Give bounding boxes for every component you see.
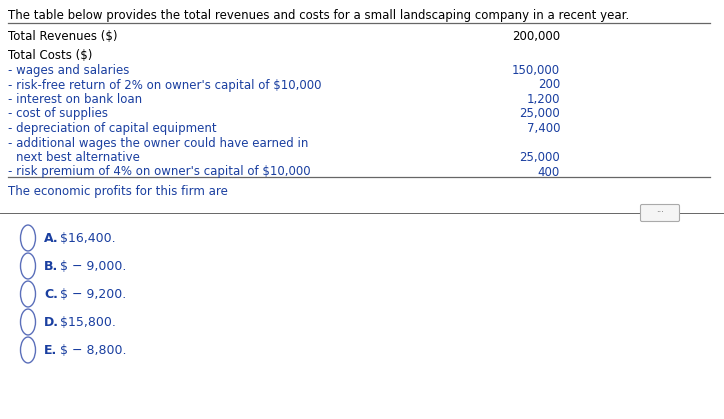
Text: - risk-free return of 2% on owner's capital of $10,000: - risk-free return of 2% on owner's capi…	[8, 78, 321, 91]
Ellipse shape	[20, 309, 35, 335]
Text: 25,000: 25,000	[519, 108, 560, 121]
Text: - depreciation of capital equipment: - depreciation of capital equipment	[8, 122, 216, 135]
Text: - risk premium of 4% on owner's capital of $10,000: - risk premium of 4% on owner's capital …	[8, 166, 311, 178]
Text: 7,400: 7,400	[526, 122, 560, 135]
Text: $16,400.: $16,400.	[60, 232, 116, 245]
Text: D.: D.	[44, 316, 59, 328]
Text: 200,000: 200,000	[512, 30, 560, 43]
Text: $15,800.: $15,800.	[60, 316, 116, 328]
Text: 25,000: 25,000	[519, 151, 560, 164]
Text: 1,200: 1,200	[526, 93, 560, 106]
Text: 200: 200	[538, 78, 560, 91]
Text: B.: B.	[44, 259, 58, 272]
Ellipse shape	[20, 337, 35, 363]
Text: $ − 9,000.: $ − 9,000.	[60, 259, 127, 272]
Text: - cost of supplies: - cost of supplies	[8, 108, 108, 121]
Text: The table below provides the total revenues and costs for a small landscaping co: The table below provides the total reven…	[8, 9, 629, 22]
Text: ···: ···	[656, 209, 664, 217]
Text: - additional wages the owner could have earned in: - additional wages the owner could have …	[8, 137, 308, 150]
Text: next best alternative: next best alternative	[16, 151, 140, 164]
Ellipse shape	[20, 225, 35, 251]
Ellipse shape	[20, 281, 35, 307]
Text: A.: A.	[44, 232, 59, 245]
Text: $ − 8,800.: $ − 8,800.	[60, 344, 127, 357]
Text: E.: E.	[44, 344, 57, 357]
Text: - interest on bank loan: - interest on bank loan	[8, 93, 142, 106]
Text: - wages and salaries: - wages and salaries	[8, 64, 130, 77]
Text: C.: C.	[44, 287, 58, 300]
Text: $ − 9,200.: $ − 9,200.	[60, 287, 126, 300]
Text: Total Costs ($): Total Costs ($)	[8, 49, 93, 62]
Text: Total Revenues ($): Total Revenues ($)	[8, 30, 117, 43]
Text: 150,000: 150,000	[512, 64, 560, 77]
Ellipse shape	[20, 253, 35, 279]
Text: 400: 400	[538, 166, 560, 178]
FancyBboxPatch shape	[641, 204, 680, 222]
Text: The economic profits for this firm are: The economic profits for this firm are	[8, 185, 228, 198]
